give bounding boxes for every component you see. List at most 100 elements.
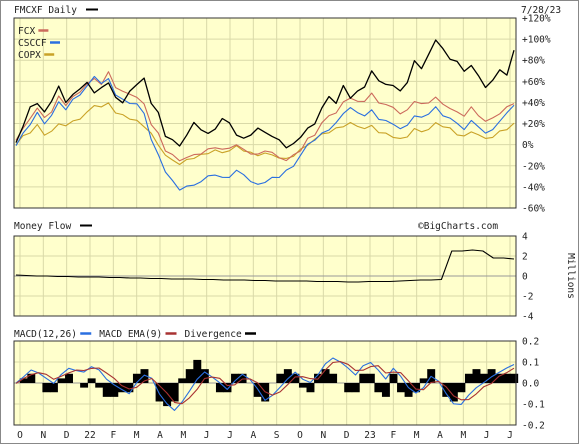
- divergence-bar: [306, 383, 315, 393]
- y-tick-label: -20%: [522, 161, 545, 172]
- price-panel-bg: [14, 18, 516, 208]
- divergence-bar: [163, 383, 172, 407]
- money-flow-series-lines: [15, 249, 515, 283]
- y-tick-label: -60%: [522, 204, 545, 215]
- x-tick-label: F: [390, 430, 396, 441]
- x-tick-label: J: [507, 430, 513, 441]
- money-flow-panel: 4 2 0 -2 -4 Money Flow ©BigCharts.com Millio…: [13, 221, 576, 323]
- divergence-bar: [397, 383, 405, 393]
- divergence-bar: [57, 378, 66, 383]
- divergence-bar: [321, 369, 330, 383]
- x-tick-label: N: [320, 430, 326, 441]
- price-panel: +120% +100% +80% +60% +40% +20% 0% -20% -40% -60%…: [13, 14, 551, 215]
- divergence-bar: [442, 383, 451, 397]
- series-line-macd-ema-9-: [15, 361, 515, 405]
- y-tick-label: 0: [522, 272, 528, 283]
- y-tick-label: -4: [522, 312, 534, 323]
- macd-legend-label: MACD EMA(9): [99, 329, 162, 340]
- divergence-bar: [495, 373, 504, 383]
- divergence-bar: [80, 383, 89, 388]
- macd-panel: 0.2 0.1 0.0 -0.1 -0.2 MACD(12,26) MACD EMA(9)…: [13, 329, 545, 432]
- y-tick-label: -0.1: [522, 400, 545, 411]
- series-line-csccf: [15, 75, 515, 191]
- x-tick-label: J: [484, 430, 490, 441]
- x-tick-label: A: [157, 430, 163, 441]
- divergence-bar: [404, 383, 413, 397]
- divergence-bar: [472, 369, 481, 383]
- y-tick-label: +40%: [522, 98, 545, 109]
- x-tick-label: D: [344, 430, 350, 441]
- y-tick-label: 2: [522, 252, 528, 263]
- y-tick-label: +80%: [522, 56, 545, 67]
- divergence-bar: [480, 373, 488, 383]
- price-panel-frame: [13, 17, 517, 209]
- divergence-bar: [510, 373, 519, 383]
- divergence-bar: [487, 369, 496, 383]
- y-tick-label: 4: [522, 232, 528, 243]
- divergence-bar: [298, 383, 307, 388]
- divergence-bar: [49, 383, 58, 393]
- y-tick-label: +20%: [522, 119, 545, 130]
- divergence-bar: [291, 373, 300, 383]
- divergence-bar: [502, 373, 511, 383]
- divergence-bar: [381, 383, 390, 397]
- macd-panel-frame: [13, 340, 517, 426]
- divergence-bar: [457, 383, 466, 393]
- x-tick-label: A: [250, 430, 256, 441]
- x-tick-label: 23: [364, 430, 375, 441]
- money-flow-y-ticks: 4 2 0 -2 -4: [522, 232, 534, 323]
- divergence-bar: [283, 369, 292, 383]
- divergence-bar: [19, 378, 28, 383]
- divergence-bar: [344, 383, 353, 393]
- macd-legend-label: MACD(12,26): [14, 329, 77, 340]
- divergence-bar: [223, 383, 232, 393]
- watermark: ©BigCharts.com: [418, 221, 498, 232]
- x-tick-label: 22: [84, 430, 95, 441]
- divergence-bar: [193, 359, 202, 383]
- y-tick-label: 0%: [522, 140, 534, 151]
- price-y-ticks: +120% +100% +80% +60% +40% +20% 0% -20% -40% -60%: [522, 14, 551, 215]
- divergence-bar: [329, 373, 338, 383]
- chart-title: FMCXF Daily: [14, 5, 77, 16]
- divergence-bar: [464, 373, 473, 383]
- x-tick-label: S: [274, 430, 280, 441]
- x-tick-label: M: [414, 430, 420, 441]
- x-tick-label: D: [64, 430, 70, 441]
- x-tick-label: J: [204, 430, 210, 441]
- macd-legend-label: Divergence: [185, 329, 242, 340]
- series-line-money-flow: [15, 249, 515, 283]
- legend-label-csccf: CSCCF: [18, 38, 47, 49]
- divergence-bar: [155, 383, 164, 402]
- divergence-bar: [419, 378, 428, 383]
- money-flow-title: Money Flow: [14, 221, 71, 232]
- divergence-bar: [102, 383, 111, 397]
- money-flow-panel-frame: [13, 235, 517, 317]
- legend-label-copx: COPX: [18, 50, 41, 61]
- divergence-bar: [185, 369, 194, 383]
- divergence-bar: [132, 373, 141, 383]
- divergence-bar: [65, 373, 73, 383]
- y-tick-label: -40%: [522, 182, 545, 193]
- x-tick-label: O: [17, 430, 23, 441]
- x-axis-labels: O N D 22 F M A M J J A S O N D 23 F M A M J J: [17, 430, 513, 441]
- divergence-bar: [366, 373, 375, 383]
- divergence-bar: [125, 383, 134, 393]
- divergence-bar: [200, 369, 209, 383]
- x-tick-label: A: [437, 430, 443, 441]
- y-tick-label: -2: [522, 292, 533, 303]
- y-tick-label: +60%: [522, 77, 545, 88]
- series-line-fcx: [15, 71, 515, 162]
- divergence-bar: [117, 383, 126, 393]
- series-line-copx: [15, 102, 515, 166]
- divergence-bar: [140, 369, 149, 383]
- money-flow-grid: [14, 236, 516, 316]
- x-tick-label: N: [40, 430, 46, 441]
- divergence-bar: [412, 383, 421, 393]
- chart-date: 7/28/23: [521, 5, 561, 16]
- divergence-bar: [27, 373, 36, 383]
- series-line-macd-12-26-: [15, 357, 515, 411]
- x-tick-label: J: [227, 430, 233, 441]
- x-tick-label: M: [460, 430, 466, 441]
- x-tick-label: O: [297, 430, 303, 441]
